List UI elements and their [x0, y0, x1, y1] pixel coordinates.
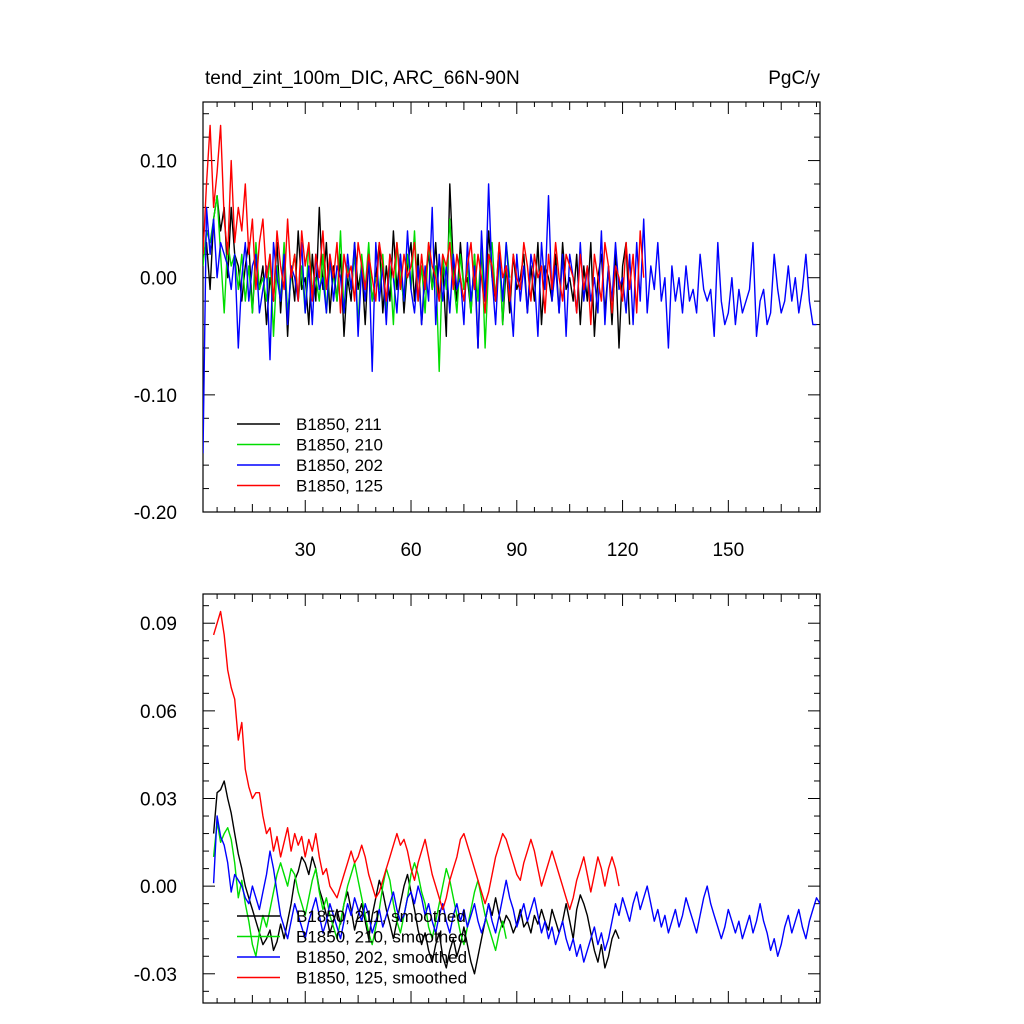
top-chart-title: tend_zint_100m_DIC, ARC_66N-90N: [205, 68, 520, 89]
series-group: [203, 124, 817, 454]
legend-label: B1850, 211, smoothed: [296, 907, 466, 926]
y-tick-label: 0.10: [140, 152, 177, 173]
x-tick-label: 150: [712, 540, 744, 561]
legend-label: B1850, 211: [296, 415, 382, 434]
series-line: [212, 821, 507, 957]
legend-label: B1850, 202, smoothed: [296, 948, 467, 967]
legend-label: B1850, 125: [296, 477, 383, 496]
bottom-panel: -0.03 0.00 0.03 0.06 0.09 B1850, 211, smoothe…: [134, 593, 821, 1004]
series-line: [203, 183, 817, 454]
top-chart-units: PgC/y: [768, 68, 820, 89]
series-group: [212, 610, 820, 975]
series-line: [212, 610, 620, 911]
series-line: [212, 815, 820, 963]
y-tick-label: 0.06: [140, 702, 177, 723]
y-tick-label: -0.10: [134, 386, 177, 407]
x-tick-label: 30: [295, 540, 316, 561]
y-tick-label: 0.00: [140, 877, 177, 898]
x-tick-label: 60: [400, 540, 421, 561]
series-line: [203, 124, 645, 326]
series-line: [212, 780, 620, 975]
plot-frame: [202, 101, 821, 513]
y-tick-label: -0.20: [134, 503, 177, 524]
legend-label: B1850, 210: [296, 436, 383, 455]
legend-label: B1850, 210, smoothed: [296, 928, 467, 947]
x-tick-label: 90: [506, 540, 527, 561]
y-tick-label: 0.00: [140, 269, 177, 290]
y-tick-label: 0.03: [140, 790, 177, 811]
y-tick-label: 0.09: [140, 614, 177, 635]
y-tick-label: -0.03: [134, 965, 177, 986]
x-tick-label: 120: [607, 540, 639, 561]
legend-label: B1850, 202: [296, 456, 383, 475]
top-panel: tend_zint_100m_DIC, ARC_66N-90N PgC/y -0…: [134, 68, 821, 561]
legend-label: B1850, 125, smoothed: [296, 969, 467, 988]
